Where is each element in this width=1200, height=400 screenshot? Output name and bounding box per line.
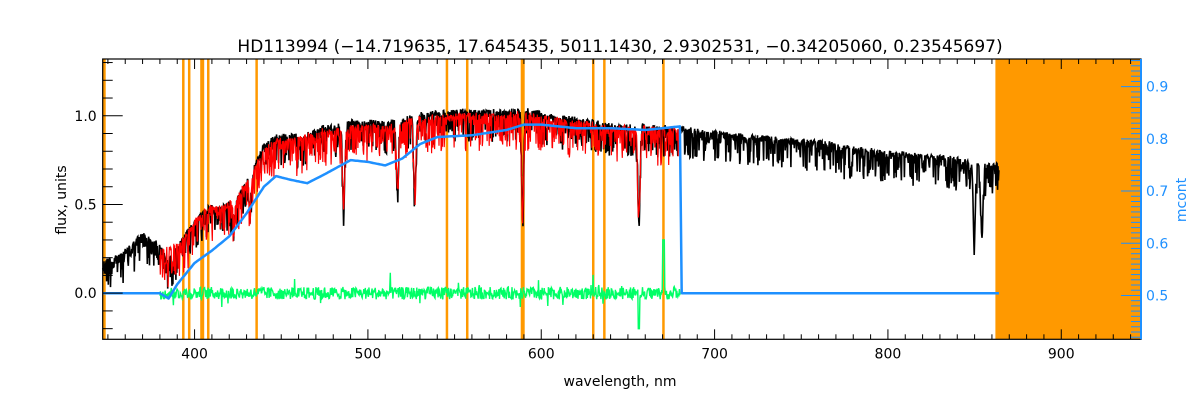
masked-line-edge [102, 59, 106, 340]
x-axis-label: wavelength, nm [564, 374, 677, 390]
residual-spectrum [159, 239, 681, 330]
masked-line [603, 59, 606, 340]
y2-tick-label: 0.5 [1146, 288, 1168, 304]
continuum-curve [102, 123, 999, 300]
x-tick-label: 700 [701, 346, 728, 362]
masked-line [465, 59, 469, 340]
y2-tick-label: 0.8 [1146, 132, 1168, 148]
masked-band [995, 59, 1141, 340]
x-tick-label: 400 [181, 346, 208, 362]
x-tick-label: 600 [528, 346, 555, 362]
observed-spectrum [101, 107, 1000, 289]
x-tick-label: 800 [875, 346, 902, 362]
masked-line [187, 59, 191, 340]
masked-line [591, 59, 595, 340]
y-tick-label: 0.5 [74, 197, 96, 213]
y-tick-label: 0.0 [74, 286, 96, 302]
y2-axis-label: mcont [1174, 177, 1190, 222]
y2-tick-label: 0.7 [1146, 184, 1168, 200]
y-tick-label: 1.0 [74, 109, 96, 125]
chart-title: HD113994 (−14.719635, 17.645435, 5011.14… [237, 37, 1002, 57]
model-spectrum [159, 111, 681, 288]
masked-line [207, 59, 210, 340]
y2-tick-label: 0.6 [1146, 236, 1168, 252]
masked-line [662, 59, 665, 340]
x-tick-label: 500 [355, 346, 382, 362]
masked-line [445, 59, 449, 340]
x-tick-label: 900 [1048, 346, 1075, 362]
masked-line [182, 59, 185, 340]
y-axis-label: flux, units [54, 165, 70, 234]
masked-line [200, 59, 205, 340]
y2-tick-label: 0.9 [1146, 80, 1168, 96]
